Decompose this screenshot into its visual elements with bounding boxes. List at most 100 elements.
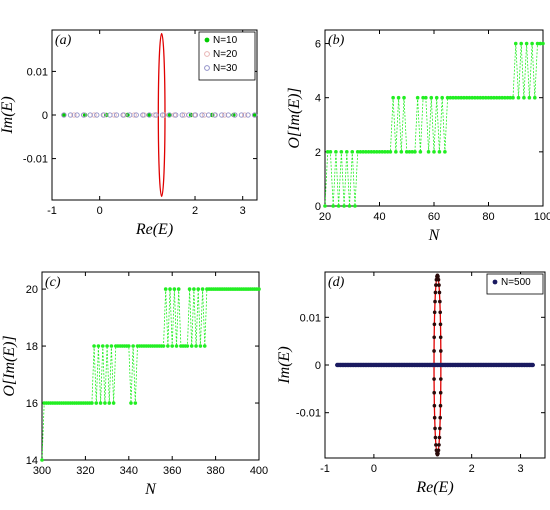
data-point (426, 150, 431, 154)
eigenvalue-marker (186, 112, 192, 118)
legend-label: N=500 (501, 277, 531, 288)
data-point (429, 95, 434, 100)
eigenvalue-dot (436, 277, 441, 282)
data-point (94, 401, 99, 405)
eigenvalue-marker (166, 112, 172, 118)
data-point (470, 95, 474, 100)
data-point (494, 95, 499, 100)
eigenvalue-marker (251, 112, 258, 118)
data-point (364, 150, 368, 154)
data-point (40, 458, 44, 462)
data-point (437, 150, 442, 154)
eigenvalue-marker (153, 112, 159, 118)
data-point (105, 344, 109, 348)
eigenvalue-marker (127, 112, 133, 118)
data-point (440, 95, 444, 100)
data-point (127, 344, 131, 348)
data-point (170, 344, 174, 348)
x-tick-label: 0 (371, 463, 377, 475)
eigenvalue-marker (225, 112, 231, 118)
data-point (508, 95, 513, 100)
panel-label: (a) (55, 33, 72, 48)
data-point (353, 204, 357, 208)
panel-c: 300 320 340 360 380 400 14 16 18 20 (c) N O[Im(E)] (1, 271, 268, 498)
y-tick-label: 16 (26, 398, 38, 410)
data-point (372, 150, 376, 154)
data-point (192, 287, 196, 291)
eigenvalue-marker (238, 112, 245, 118)
data-point (407, 150, 412, 154)
eigenvalue-dot (438, 390, 443, 395)
data-point (133, 401, 138, 405)
data-point (355, 150, 360, 154)
eigenvalue-marker (74, 112, 80, 118)
legend-marker (492, 279, 498, 285)
data-point (161, 344, 166, 348)
eigenvalue-dot (438, 415, 443, 420)
eigenvalue-dot (437, 443, 441, 447)
data-point (328, 150, 333, 154)
eigenvalue-dot (434, 448, 439, 453)
data-point (331, 204, 335, 208)
eigenvalue-marker (61, 112, 67, 118)
data-point (413, 150, 417, 154)
y-tick-label: -0.01 (23, 154, 48, 166)
eigenvalue-marker (192, 112, 199, 118)
eigenvalue-dot (432, 390, 436, 395)
data-point (396, 95, 401, 100)
eigenvalue-marker (107, 112, 113, 118)
x-tick-label: 300 (33, 465, 51, 477)
data-point (533, 95, 537, 100)
data-point (257, 287, 261, 291)
legend-marker (204, 37, 210, 43)
data-point (111, 401, 116, 405)
data-point (323, 204, 327, 208)
y-tick-label: 0 (315, 360, 321, 372)
legend-marker (204, 51, 210, 57)
eigenvalue-dot (432, 322, 437, 327)
x-tick-label: 40 (373, 211, 385, 223)
eigenvalue-dot (436, 274, 440, 279)
eigenvalue-dot (432, 349, 436, 353)
x-tick-label: 320 (76, 465, 94, 477)
legend-label: N=30 (213, 63, 238, 74)
y-tick-label: -0.01 (296, 408, 321, 420)
data-point (374, 150, 379, 154)
data-point (166, 344, 170, 348)
data-point (467, 95, 472, 100)
data-point (459, 95, 464, 100)
x-tick-label: 0 (97, 205, 103, 217)
legend-box (486, 273, 544, 295)
y-tick-label: 20 (26, 284, 38, 296)
panel-a: -1 0 2 3 -0.01 0 0.01 (a) Re(E) Im(E) N=10 N=20 N=30 (0, 29, 258, 238)
data-point (334, 150, 338, 154)
data-point (415, 95, 420, 100)
data-point (516, 95, 521, 100)
data-point (200, 287, 205, 291)
eigenvalue-dot (432, 335, 436, 340)
eigenvalue-dot (433, 426, 437, 431)
data-point (366, 150, 371, 154)
eigenvalue-dot (439, 349, 443, 353)
panel-label: (b) (328, 33, 345, 48)
eigenvalue-marker (140, 112, 146, 118)
eigenvalue-marker (71, 112, 77, 118)
data-point (198, 344, 203, 348)
eigenvalue-marker (146, 112, 153, 118)
data-point (377, 150, 382, 154)
data-point (519, 41, 523, 46)
data-point (189, 344, 194, 348)
eigenvalue-marker (100, 112, 107, 118)
eigenvalue-dot (438, 335, 443, 340)
data-point (92, 344, 96, 348)
data-point (505, 95, 510, 100)
data-point (380, 150, 385, 154)
eigenvalue-marker (221, 112, 228, 118)
data-point (107, 401, 112, 405)
data-point (358, 150, 363, 154)
eigenvalue-marker (241, 112, 248, 118)
y-tick-label: 0 (315, 201, 321, 213)
data-point (369, 150, 374, 154)
data-point (402, 95, 406, 100)
